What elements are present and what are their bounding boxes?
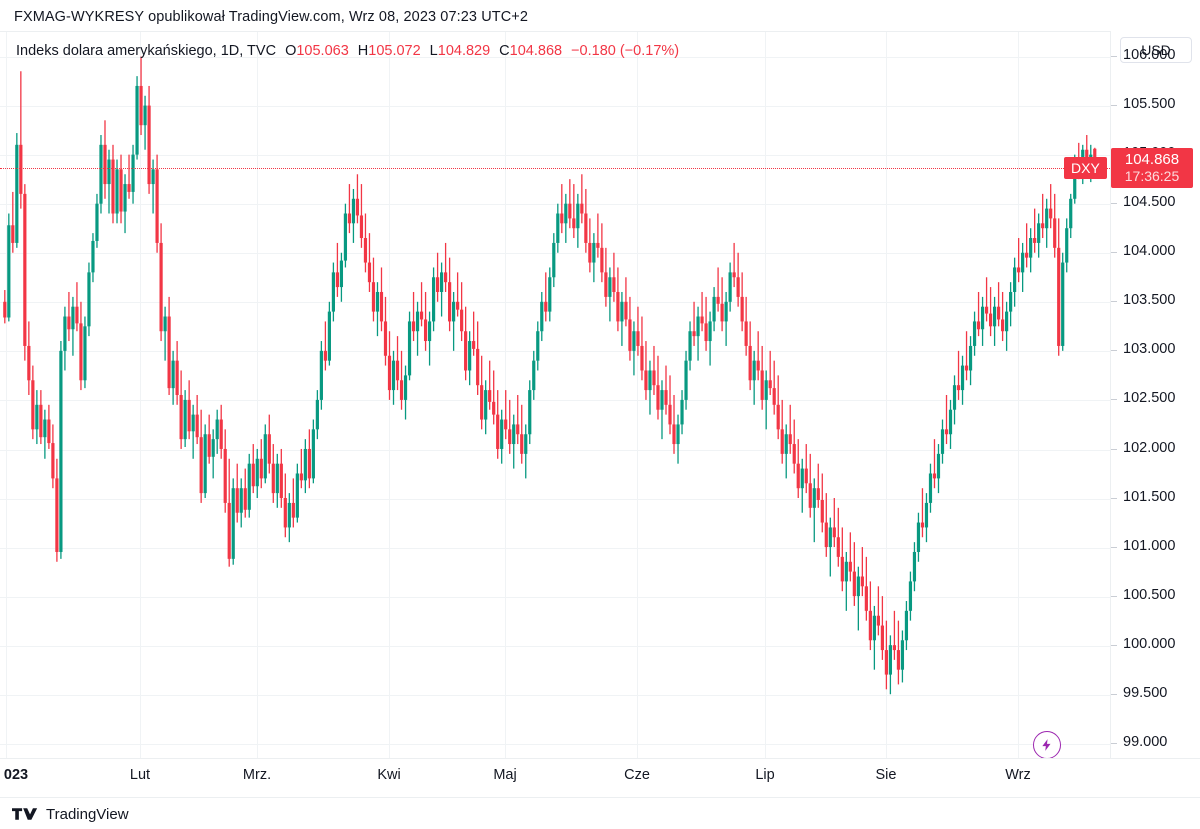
time-axis-label: Kwi	[377, 767, 401, 783]
gridline-vertical	[140, 32, 141, 758]
legend-symbol-description: Indeks dolara amerykańskiego, 1D, TVC	[16, 43, 277, 59]
currency-pill[interactable]: USD	[1120, 37, 1192, 63]
legend-high-label: H	[357, 43, 369, 59]
price-tick-dash	[1111, 645, 1117, 646]
price-tick-label: 103.500	[1123, 292, 1176, 309]
gridline-horizontal	[0, 154, 1110, 156]
gridline-vertical	[6, 32, 7, 758]
gridline-horizontal	[0, 105, 1110, 107]
gridline-vertical	[257, 32, 258, 758]
time-axis-label: Wrz	[1005, 767, 1031, 783]
chart-legend: Indeks dolara amerykańskiego, 1D, TVC O10…	[16, 43, 679, 59]
gridline-vertical	[1018, 32, 1019, 758]
time-scale[interactable]: 023 Lut Mrz. Kwi Maj Cze Lip Sie Wrz	[0, 758, 1200, 798]
gridline-horizontal	[0, 596, 1110, 598]
time-axis-label: 023	[3, 767, 29, 783]
price-tick-label: 105.500	[1123, 95, 1176, 112]
gridline-vertical	[637, 32, 638, 758]
current-price-line	[0, 167, 1110, 169]
price-tick-label: 101.500	[1123, 488, 1176, 505]
lightning-bolt-icon[interactable]	[1033, 731, 1061, 758]
gridline-horizontal	[0, 744, 1110, 746]
legend-open-label: O	[285, 43, 297, 59]
chart-footer: TradingView	[0, 799, 1200, 829]
gridline-horizontal	[0, 695, 1110, 697]
price-tick-label: 104.500	[1123, 193, 1176, 210]
legend-open-value: 105.063	[296, 43, 349, 59]
time-axis-label: Lut	[129, 767, 151, 783]
time-axis-label: Mrz.	[242, 767, 272, 783]
gridline-horizontal	[0, 302, 1110, 304]
chart-plot-area[interactable]: Indeks dolara amerykańskiego, 1D, TVC O10…	[0, 31, 1110, 758]
legend-low-value: 104.829	[437, 43, 491, 59]
price-tick-dash	[1111, 252, 1117, 253]
gridline-horizontal	[0, 351, 1110, 353]
current-price-countdown: 17:36:25	[1124, 167, 1180, 184]
symbol-price-tag: DXY	[1064, 156, 1107, 179]
legend-close-label: C	[499, 43, 510, 59]
current-price-value: 104.868	[1124, 150, 1180, 168]
price-tick-dash	[1111, 202, 1117, 204]
gridline-horizontal	[0, 400, 1110, 402]
gridline-horizontal	[0, 203, 1110, 205]
price-tick-dash	[1111, 497, 1117, 499]
price-tick-dash	[1111, 546, 1117, 548]
price-tick-dash	[1111, 55, 1117, 57]
legend-close-value: 104.868	[509, 43, 563, 59]
legend-change-value: −0.180 (−0.17%)	[571, 43, 680, 59]
time-axis-label: Lip	[755, 767, 775, 783]
price-tick-label: 101.000	[1123, 537, 1176, 554]
price-tick-dash	[1111, 694, 1117, 696]
tradingview-logo-icon	[12, 806, 38, 822]
price-tick-dash	[1111, 301, 1117, 303]
price-tick-dash	[1111, 350, 1117, 352]
candlestick-series	[3, 56, 1097, 695]
price-tick-label: 100.500	[1123, 586, 1176, 603]
price-tick-dash	[1111, 399, 1117, 401]
gridline-horizontal	[0, 56, 1110, 58]
price-tick-label: 99.500	[1123, 685, 1168, 702]
legend-low-label: L	[429, 43, 438, 59]
price-tick-dash	[1111, 595, 1117, 597]
time-axis-label: Maj	[493, 767, 517, 783]
current-price-badge: 104.868 17:36:25	[1111, 147, 1193, 188]
price-tick-label: 102.000	[1123, 439, 1176, 456]
price-scale[interactable]: USD 106.000105.500105.000104.500104.0001…	[1110, 31, 1200, 758]
price-tick-label: 104.000	[1123, 243, 1176, 259]
gridline-horizontal	[0, 646, 1110, 647]
time-axis-label: Sie	[875, 767, 897, 783]
price-tick-dash	[1111, 104, 1117, 106]
price-tick-dash	[1111, 448, 1117, 450]
time-axis-label: Cze	[624, 767, 650, 783]
price-tick-label: 103.000	[1123, 341, 1176, 358]
tradingview-brand-label: TradingView	[46, 805, 129, 823]
price-tick-dash	[1111, 743, 1117, 745]
gridline-vertical	[886, 32, 887, 758]
price-tick-label: 99.000	[1123, 734, 1168, 751]
price-tick-label: 106.000	[1123, 46, 1176, 63]
gridline-horizontal	[0, 547, 1110, 549]
gridline-horizontal	[0, 498, 1110, 500]
gridline-horizontal	[0, 449, 1110, 451]
price-tick-label: 102.500	[1123, 390, 1176, 407]
price-tick-label: 100.000	[1123, 636, 1176, 652]
legend-high-value: 105.072	[368, 43, 421, 59]
attribution-text: FXMAG-WYKRESY opublikował TradingView.co…	[14, 9, 529, 25]
